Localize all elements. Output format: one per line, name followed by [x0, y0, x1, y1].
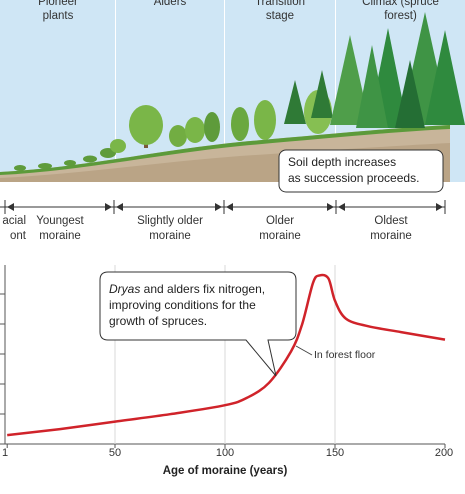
moraine-label-youngest: Youngest moraine — [36, 215, 84, 242]
x-axis-title: Age of moraine (years) — [162, 465, 288, 477]
nitrogen-callout-box — [99, 271, 297, 377]
curve-label-forest-floor: In forest floor — [314, 349, 376, 361]
y-axis-ticks — [0, 293, 5, 445]
nitrogen-callout-rest: and alders fix nitrogen, improving condi… — [109, 282, 266, 328]
stage-label-climax: Climax (spruce forest) — [362, 0, 439, 22]
moraine-label-glacial-front: acial ont — [2, 215, 26, 242]
curve-label-pointer — [295, 345, 313, 356]
x-tick-label: 50 — [108, 447, 122, 459]
moraine-label-older: Older moraine — [259, 215, 301, 242]
nitrogen-callout-text: Dryas and alders fix nitrogen, improving… — [109, 281, 293, 329]
moraine-arrows — [0, 200, 446, 214]
moraine-label-oldest: Oldest moraine — [370, 215, 412, 242]
series-line-forest-floor — [7, 273, 446, 437]
nitrogen-callout-italic: Dryas — [109, 282, 141, 296]
x-axis-ticks — [6, 444, 446, 448]
x-tick-label: 200 — [434, 447, 454, 459]
grass-strip — [0, 125, 450, 175]
soil-callout-box — [278, 149, 444, 193]
stage-label-alders: Alders — [153, 0, 187, 8]
x-tick-label: 150 — [325, 447, 345, 459]
x-tick-label: 1 — [1, 447, 9, 459]
stage-label-pioneer: Pioneer plants — [38, 0, 78, 22]
pioneer-plants — [14, 148, 116, 171]
moraine-label-slightly-older: Slightly older moraine — [137, 215, 203, 242]
climax-spruces — [330, 12, 465, 128]
transition-trees — [231, 70, 333, 141]
soil-callout-text: Soil depth increases as succession procee… — [288, 155, 420, 185]
alder-shrubs — [110, 105, 220, 153]
stage-label-transition: Transition stage — [254, 0, 306, 22]
x-tick-label: 100 — [215, 447, 235, 459]
sky-panel-pioneer — [0, 0, 115, 182]
